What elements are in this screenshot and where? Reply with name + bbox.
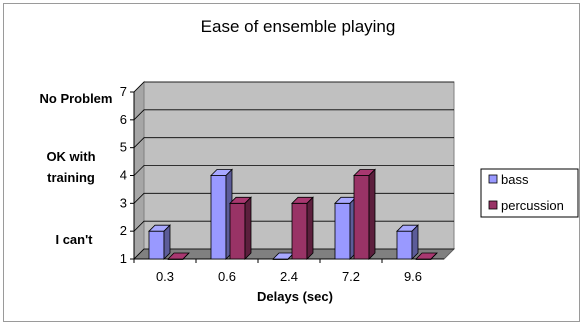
bar-chart: Ease of ensemble playing No Problem OK w… [4, 4, 579, 321]
bar-bass-0.6 [211, 170, 232, 260]
bar-percussion-0.6 [230, 197, 251, 259]
bar-front [211, 176, 226, 260]
legend-label-bass: bass [501, 172, 529, 187]
band-label-i-cant: I can't [55, 232, 93, 247]
legend-swatch-bass [489, 175, 497, 183]
x-tick-label: 7.2 [342, 269, 360, 284]
bar-side [245, 197, 251, 259]
x-axis-labels: 0.3 0.6 2.4 7.2 9.6 [156, 269, 422, 284]
x-tick-label: 0.3 [156, 269, 174, 284]
bar-front [149, 231, 164, 259]
band-labels: No Problem OK with training I can't [40, 91, 113, 247]
chart-frame: Ease of ensemble playing No Problem OK w… [3, 3, 580, 322]
y-tick-label: 3 [120, 195, 127, 210]
y-tick-label: 2 [120, 223, 127, 238]
legend: bass percussion [481, 169, 578, 217]
y-tick-label: 7 [120, 84, 127, 99]
bar-front [354, 176, 369, 260]
bar-side [369, 170, 375, 260]
y-tick-label: 6 [120, 112, 127, 127]
y-tick-label: 4 [120, 168, 127, 183]
band-label-ok-with: OK with [46, 149, 95, 164]
chart-title: Ease of ensemble playing [201, 17, 396, 36]
bar-bass-7.2 [335, 197, 356, 259]
y-axis-labels: 1 2 3 4 5 6 7 [120, 84, 127, 266]
y-tick-label: 5 [120, 140, 127, 155]
x-tick-label: 0.6 [218, 269, 236, 284]
bar-bass-0.3 [149, 225, 170, 259]
bar-front [397, 231, 412, 259]
bar-percussion-2.4 [292, 197, 313, 259]
bar-front [292, 203, 307, 259]
bar-front [335, 203, 350, 259]
x-tick-label: 2.4 [280, 269, 298, 284]
bar-side [164, 225, 170, 259]
bar-side [412, 225, 418, 259]
x-tick-label: 9.6 [404, 269, 422, 284]
bar-bass-9.6 [397, 225, 418, 259]
bar-percussion-7.2 [354, 170, 375, 260]
x-axis-title: Delays (sec) [257, 289, 333, 304]
bar-side [307, 197, 313, 259]
band-label-no-problem: No Problem [40, 91, 113, 106]
y-tick-label: 1 [120, 251, 127, 266]
band-label-training: training [47, 170, 95, 185]
legend-label-percussion: percussion [501, 198, 564, 213]
bar-front [230, 203, 245, 259]
legend-swatch-percussion [489, 201, 497, 209]
